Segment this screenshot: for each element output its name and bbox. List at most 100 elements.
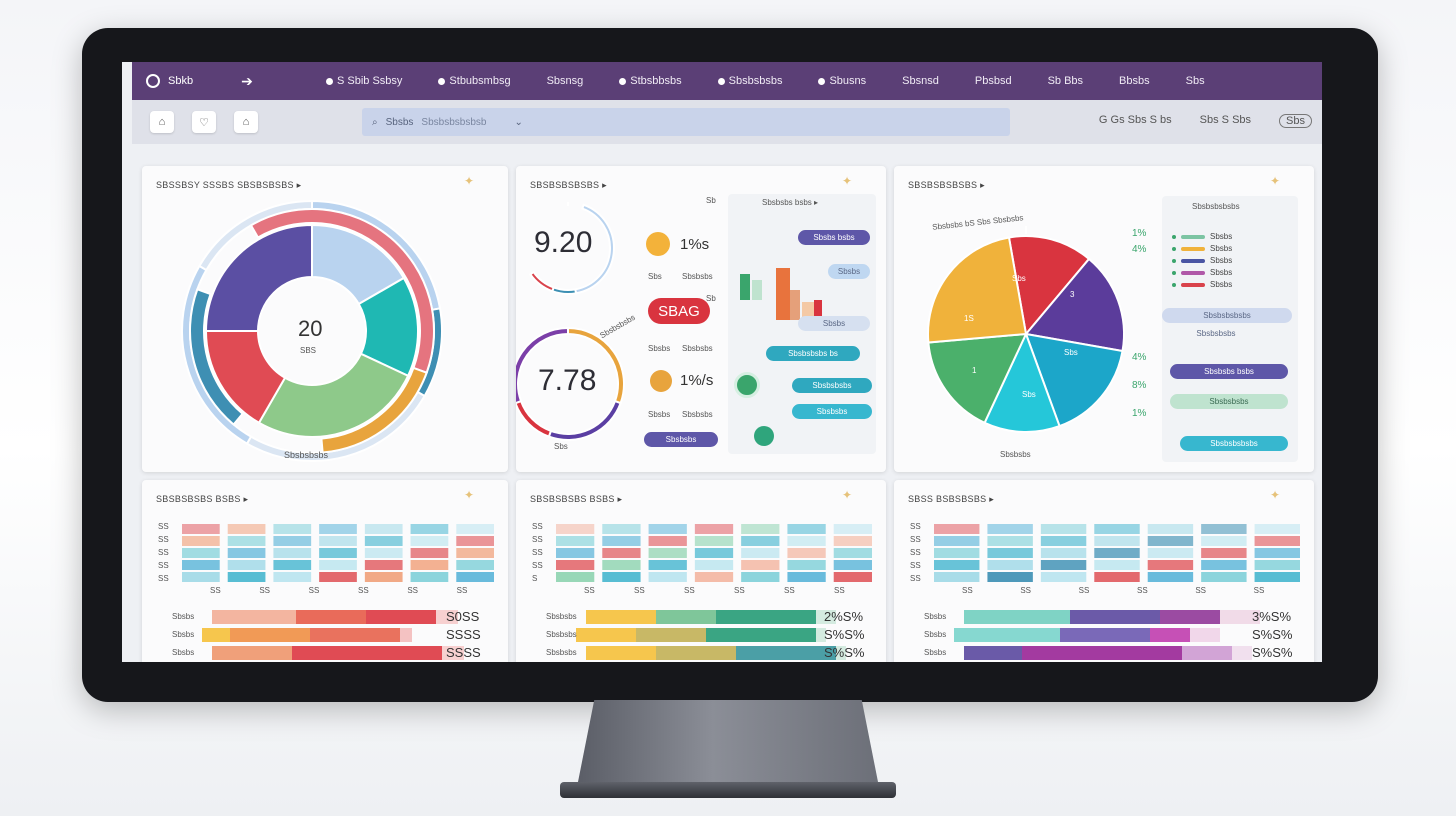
- heatmap-cell[interactable]: [1040, 572, 1087, 582]
- panel-pill[interactable]: Sbsbs: [828, 264, 870, 279]
- stacked-bar-segment[interactable]: [656, 610, 716, 624]
- heatmap-cell[interactable]: [182, 560, 220, 570]
- stacked-bar-segment[interactable]: [954, 628, 1060, 642]
- heatmap-cell[interactable]: [694, 548, 734, 558]
- heatmap-cell[interactable]: [987, 524, 1033, 534]
- heatmap-cell[interactable]: [934, 548, 980, 558]
- heatmap-cell[interactable]: [273, 560, 312, 570]
- heatmap-cell[interactable]: [1040, 536, 1087, 546]
- legend-pill[interactable]: Sbsbsbsbsbs: [1180, 436, 1288, 451]
- favorite-button[interactable]: ♡: [192, 111, 216, 133]
- heatmap-cell[interactable]: [556, 536, 595, 546]
- heatmap-cell[interactable]: [273, 536, 312, 546]
- heatmap-cell[interactable]: [648, 572, 687, 582]
- nav-item[interactable]: Stbsbbsbs: [619, 75, 682, 87]
- heatmap-cell[interactable]: [1254, 560, 1300, 570]
- gauge-segment[interactable]: [547, 399, 622, 441]
- stacked-bar-segment[interactable]: [816, 628, 826, 642]
- heatmap-cell[interactable]: [1201, 560, 1247, 570]
- heatmap-cell[interactable]: [833, 536, 872, 546]
- gauge-segment[interactable]: [516, 326, 569, 404]
- stacked-bar-segment[interactable]: [836, 646, 846, 660]
- heatmap-cell[interactable]: [1094, 560, 1140, 570]
- stacked-bar-segment[interactable]: [310, 628, 400, 642]
- heatmap-cell[interactable]: [987, 548, 1033, 558]
- legend-item[interactable]: Sbsbs: [1172, 280, 1232, 289]
- toolbar-status-1[interactable]: G Gs Sbs S bs: [1098, 114, 1172, 126]
- heatmap-cell[interactable]: [741, 524, 780, 534]
- heatmap-cell[interactable]: [934, 524, 980, 534]
- heatmap-cell[interactable]: [364, 572, 403, 582]
- heatmap-cell[interactable]: [694, 536, 734, 546]
- heatmap-cell[interactable]: [410, 548, 449, 558]
- heatmap-cell[interactable]: [1040, 548, 1087, 558]
- heatmap-cell[interactable]: [787, 536, 826, 546]
- stacked-bar-segment[interactable]: [1160, 610, 1220, 624]
- heatmap-cell[interactable]: [319, 548, 357, 558]
- stacked-bar-segment[interactable]: [1070, 610, 1160, 624]
- heatmap-cell[interactable]: [556, 572, 595, 582]
- heatmap-cell[interactable]: [182, 548, 220, 558]
- heatmap-cell[interactable]: [934, 560, 980, 570]
- heatmap-cell[interactable]: [648, 524, 687, 534]
- heatmap-cell[interactable]: [741, 560, 780, 570]
- search-input[interactable]: ⌕ Sbsbs Sbsbsbsbsbsb ⌄: [362, 108, 1010, 136]
- stacked-bar-segment[interactable]: [1150, 628, 1190, 642]
- stacked-bar-segment[interactable]: [442, 646, 464, 660]
- heatmap-cell[interactable]: [1147, 536, 1194, 546]
- stacked-bar-segment[interactable]: [436, 610, 458, 624]
- nav-item[interactable]: Sbsbsbsbs: [717, 75, 782, 87]
- heatmap-cell[interactable]: [319, 560, 357, 570]
- heatmap-cell[interactable]: [456, 524, 494, 534]
- stacked-bar-segment[interactable]: [230, 628, 310, 642]
- heatmap-cell[interactable]: [556, 560, 595, 570]
- heatmap-cell[interactable]: [741, 572, 780, 582]
- heatmap-cell[interactable]: [987, 572, 1033, 582]
- heatmap-cell[interactable]: [227, 524, 266, 534]
- heatmap-cell[interactable]: [1254, 524, 1300, 534]
- heatmap-cell[interactable]: [1094, 572, 1140, 582]
- donut-segment[interactable]: [204, 223, 313, 332]
- heatmap-cell[interactable]: [1254, 536, 1300, 546]
- heatmap-cell[interactable]: [1201, 536, 1247, 546]
- legend-item[interactable]: Sbsbs: [1172, 232, 1232, 241]
- heatmap-cell[interactable]: [741, 548, 780, 558]
- heatmap-cell[interactable]: [456, 572, 494, 582]
- stacked-bar-segment[interactable]: [576, 628, 636, 642]
- heatmap-cell[interactable]: [364, 524, 403, 534]
- legend-pill[interactable]: Sbsbsbsbs: [1166, 326, 1266, 341]
- legend-item[interactable]: Sbsbs: [1172, 268, 1232, 277]
- gauge-segment[interactable]: [516, 399, 553, 438]
- toolbar-status-2[interactable]: Sbs S Sbs: [1199, 114, 1252, 126]
- heatmap-cell[interactable]: [987, 536, 1033, 546]
- heatmap-cell[interactable]: [319, 536, 357, 546]
- heatmap-cell[interactable]: [1040, 560, 1087, 570]
- nav-item[interactable]: Sbusns: [818, 75, 866, 87]
- heatmap-cell[interactable]: [410, 524, 449, 534]
- legend-pill[interactable]: Sbsbsbsbsbs: [1162, 308, 1292, 323]
- legend-item[interactable]: Sbsbs: [1172, 244, 1232, 253]
- heatmap-cell[interactable]: [1094, 524, 1140, 534]
- heatmap-cell[interactable]: [787, 572, 826, 582]
- stacked-bar-segment[interactable]: [202, 628, 230, 642]
- stacked-bar-segment[interactable]: [586, 610, 656, 624]
- heatmap-cell[interactable]: [602, 572, 641, 582]
- stacked-bar-segment[interactable]: [212, 646, 292, 660]
- lock-icon[interactable]: [734, 372, 760, 398]
- heatmap-cell[interactable]: [787, 524, 826, 534]
- nav-item[interactable]: Stbubsmbsg: [438, 75, 511, 87]
- heatmap-cell[interactable]: [1094, 536, 1140, 546]
- donut-segment[interactable]: [257, 352, 410, 438]
- stacked-bar-segment[interactable]: [586, 646, 656, 660]
- pie-slice[interactable]: [927, 236, 1028, 344]
- heatmap-cell[interactable]: [456, 548, 494, 558]
- heatmap-cell[interactable]: [1201, 524, 1247, 534]
- heatmap-cell[interactable]: [741, 536, 780, 546]
- heatmap-cell[interactable]: [833, 548, 872, 558]
- nav-item[interactable]: Pbsbsd: [975, 75, 1012, 87]
- heatmap-cell[interactable]: [182, 524, 220, 534]
- panel-pill[interactable]: Sbsbsbsbs: [792, 378, 872, 393]
- heatmap-cell[interactable]: [934, 536, 980, 546]
- heatmap-cell[interactable]: [273, 572, 312, 582]
- home-button[interactable]: ⌂: [150, 111, 174, 133]
